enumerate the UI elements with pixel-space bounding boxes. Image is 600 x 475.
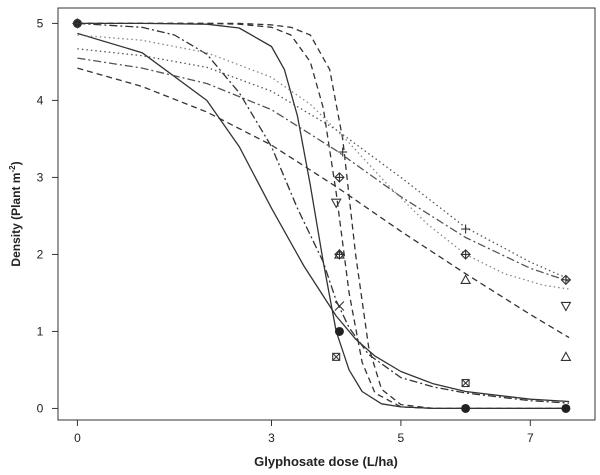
point-triangle-up <box>460 274 472 284</box>
y-tick-label: 2 <box>37 247 44 261</box>
point-filled-circle <box>561 403 571 413</box>
curve-dotted <box>77 34 570 290</box>
curve-dashed <box>77 67 570 339</box>
x-tick-label: 5 <box>398 431 405 445</box>
y-tick-label: 1 <box>37 324 44 338</box>
point-diamond <box>460 249 471 260</box>
y-axis-label-superscript: -2 <box>8 165 17 173</box>
x-tick-label: 3 <box>268 431 275 445</box>
x-axis: 0 3 5 7 <box>74 420 534 445</box>
point-plus <box>461 224 471 234</box>
point-diamond <box>334 249 345 260</box>
x-tick-label: 7 <box>527 431 534 445</box>
x-axis-label: Glyphosate dose (L/ha) <box>254 454 398 469</box>
point-diamond <box>72 18 83 29</box>
curve-dashed <box>77 22 570 410</box>
points-layer <box>72 18 572 413</box>
point-boxed-x <box>461 378 470 388</box>
curve-dashed <box>77 22 570 410</box>
curve-dashdot <box>77 57 570 283</box>
point-plus <box>338 147 348 157</box>
y-tick-label: 3 <box>37 170 44 184</box>
point-triangle-down <box>560 301 572 312</box>
point-triangle-down <box>330 198 342 209</box>
point-cross <box>334 301 345 311</box>
y-axis-label: Density (Plant m-2) <box>8 161 23 266</box>
y-tick-label: 0 <box>37 401 44 415</box>
curve-solid <box>77 32 570 403</box>
point-triangle-up <box>560 351 572 362</box>
y-tick-label: 5 <box>37 16 44 30</box>
plot-frame <box>57 7 596 421</box>
x-tick-label: 0 <box>74 431 81 445</box>
curve-solid <box>77 22 570 410</box>
curve-dashdot <box>77 22 570 404</box>
y-axis: 0 1 2 3 4 5 <box>37 16 58 415</box>
curve-dotted <box>77 48 570 280</box>
point-boxed-x <box>332 352 341 361</box>
point-diamond <box>560 274 572 286</box>
point-diamond <box>334 172 345 183</box>
point-filled-circle <box>334 326 344 336</box>
y-tick-label: 4 <box>37 93 44 107</box>
curves-layer <box>77 22 570 410</box>
y-axis-label-suffix: ) <box>9 161 23 165</box>
point-filled-circle <box>461 403 471 413</box>
